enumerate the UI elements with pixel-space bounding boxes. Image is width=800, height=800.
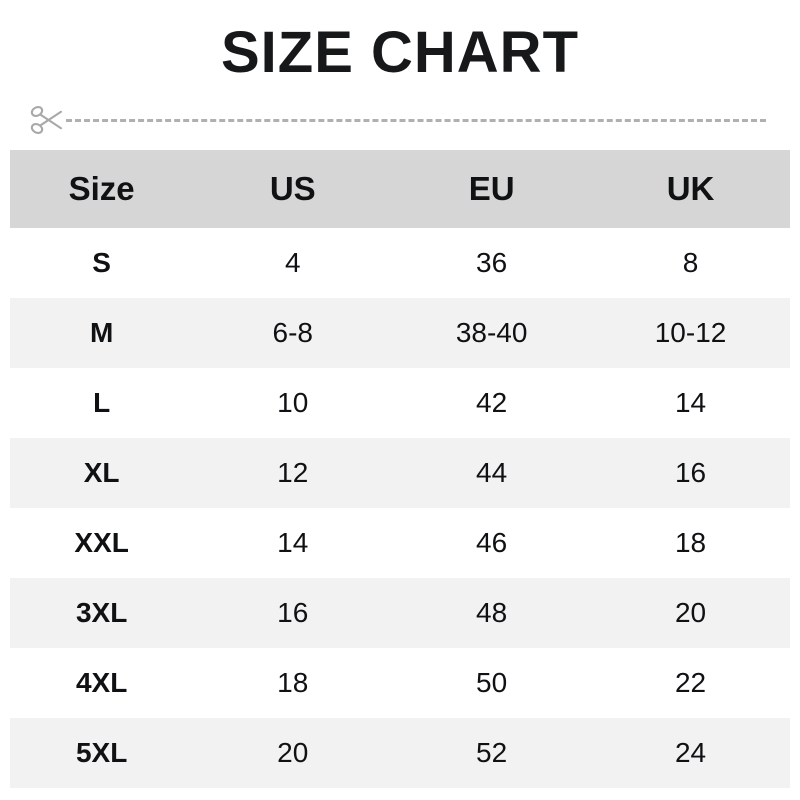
cell-eu: 50: [476, 667, 508, 698]
table-row: 5XL 20 52 24: [10, 718, 790, 788]
cell-eu: 42: [476, 387, 508, 418]
cut-dashed-line: [66, 119, 766, 122]
cell-size: 3XL: [75, 597, 128, 628]
cell-eu: 38-40: [455, 317, 528, 348]
table-row: XXL 14 46 18: [10, 508, 790, 578]
cell-size: L: [93, 387, 111, 418]
cell-uk: 20: [674, 597, 707, 628]
cell-size: M: [89, 317, 114, 348]
cut-line-row: [0, 100, 800, 140]
table-row: 3XL 16 48 20: [10, 578, 790, 648]
table-header: Size US EU UK: [10, 150, 790, 228]
table-header-row: Size US EU UK: [10, 150, 790, 228]
cell-us: 4: [284, 247, 301, 278]
column-header-size: Size: [10, 150, 194, 228]
cell-us: 12: [277, 457, 309, 488]
cell-size: 5XL: [75, 737, 128, 768]
cell-us: 20: [277, 737, 309, 768]
scissors-icon: [28, 102, 68, 138]
cell-us: 14: [277, 527, 309, 558]
column-header-us: US: [193, 150, 393, 228]
cell-us: 16: [277, 597, 309, 628]
table-row: XL 12 44 16: [10, 438, 790, 508]
cell-uk: 22: [674, 667, 707, 698]
table-row: M 6-8 38-40 10-12: [10, 298, 790, 368]
cell-uk: 8: [682, 247, 699, 278]
size-chart-table: Size US EU UK S 4 36 8 M 6-8 38-40 10-12…: [10, 150, 790, 788]
cell-eu: 46: [476, 527, 508, 558]
cell-uk: 18: [674, 527, 707, 558]
cell-size: S: [92, 247, 111, 278]
cell-uk: 10-12: [654, 317, 727, 348]
cell-size: XXL: [74, 527, 129, 558]
table-row: S 4 36 8: [10, 228, 790, 298]
page-title: SIZE CHART: [221, 20, 579, 85]
cell-size: 4XL: [75, 667, 128, 698]
table-row: L 10 42 14: [10, 368, 790, 438]
cell-eu: 48: [476, 597, 508, 628]
cell-us: 10: [277, 387, 309, 418]
cell-uk: 14: [674, 387, 707, 418]
cell-uk: 24: [674, 737, 707, 768]
cell-eu: 52: [476, 737, 508, 768]
cell-us: 6-8: [272, 317, 313, 348]
cell-size: XL: [83, 457, 120, 488]
page-title-container: SIZE CHART: [0, 0, 800, 82]
cell-uk: 16: [674, 457, 707, 488]
cell-eu: 44: [476, 457, 508, 488]
table-body: S 4 36 8 M 6-8 38-40 10-12 L 10 42 14 XL…: [10, 228, 790, 788]
column-header-eu: EU: [392, 150, 592, 228]
cell-us: 18: [277, 667, 309, 698]
cell-eu: 36: [476, 247, 508, 278]
table-row: 4XL 18 50 22: [10, 648, 790, 718]
column-header-uk: UK: [591, 150, 790, 228]
